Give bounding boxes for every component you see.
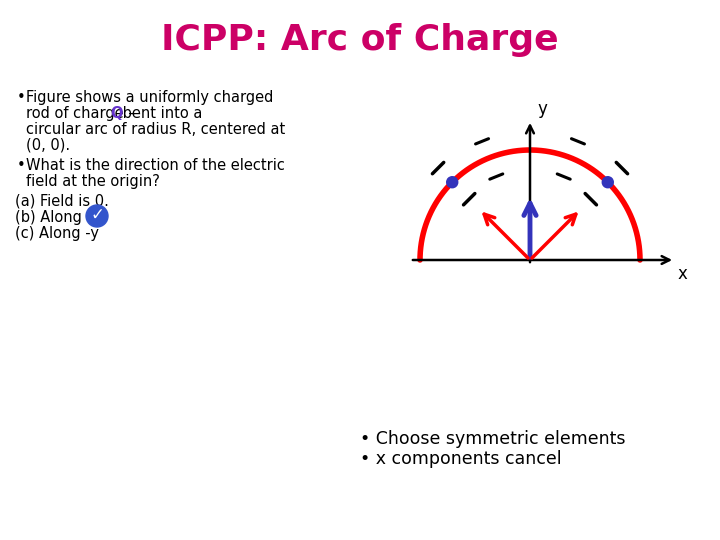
Text: (a) Field is 0.: (a) Field is 0. (15, 194, 109, 209)
Circle shape (446, 177, 458, 188)
Text: •: • (17, 158, 26, 173)
Circle shape (86, 205, 108, 227)
Text: Figure shows a uniformly charged: Figure shows a uniformly charged (26, 90, 274, 105)
Text: Q: Q (110, 106, 122, 121)
Text: y: y (537, 100, 547, 118)
Text: rod of charge –: rod of charge – (26, 106, 135, 121)
Text: circular arc of radius R, centered at: circular arc of radius R, centered at (26, 122, 285, 137)
Text: ✓: ✓ (90, 206, 104, 224)
Text: bent into a: bent into a (118, 106, 202, 121)
Text: x: x (678, 265, 688, 283)
Text: (c) Along -y: (c) Along -y (15, 226, 99, 241)
Text: ICPP: Arc of Charge: ICPP: Arc of Charge (161, 23, 559, 57)
Text: What is the direction of the electric: What is the direction of the electric (26, 158, 285, 173)
Text: • x components cancel: • x components cancel (360, 450, 562, 468)
Text: field at the origin?: field at the origin? (26, 174, 160, 189)
Text: •: • (17, 90, 26, 105)
Text: (0, 0).: (0, 0). (26, 138, 70, 153)
Circle shape (603, 177, 613, 188)
Text: (b) Along +y: (b) Along +y (15, 210, 107, 225)
Text: • Choose symmetric elements: • Choose symmetric elements (360, 430, 626, 448)
